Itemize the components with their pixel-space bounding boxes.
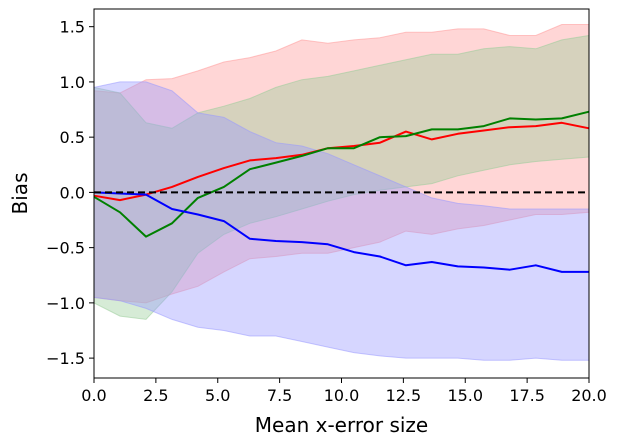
x-axis-label: Mean x-error size	[255, 413, 428, 437]
series-lines	[93, 110, 590, 273]
y-axis-ticks: −1.5 −1.0 −0.5 0.0 0.5 1.0 1.5	[46, 18, 94, 368]
y-tick-label: 1.0	[60, 73, 85, 92]
x-tick-label: 2.5	[143, 386, 168, 405]
x-tick-label: 7.5	[267, 386, 292, 405]
y-tick-label: −0.5	[46, 239, 85, 258]
x-axis-ticks: 0.0 2.5 5.0 7.5 10.0 12.5 15.0 17.5 20.0	[81, 378, 607, 405]
green-series-line	[93, 110, 590, 238]
blue-series-line	[93, 191, 589, 273]
x-tick-label: 12.5	[386, 386, 422, 405]
red-series-line	[93, 121, 590, 202]
x-tick-label: 17.5	[509, 386, 545, 405]
x-tick-label: 10.0	[324, 386, 360, 405]
y-tick-label: −1.5	[46, 349, 85, 368]
y-tick-label: 0.0	[60, 183, 85, 202]
y-axis-label: Bias	[8, 173, 32, 215]
x-tick-label: 20.0	[571, 386, 607, 405]
x-tick-label: 5.0	[205, 386, 230, 405]
x-tick-label: 15.0	[447, 386, 483, 405]
x-tick-label: 0.0	[81, 386, 106, 405]
y-tick-label: 0.5	[60, 128, 85, 147]
y-tick-label: −1.0	[46, 294, 85, 313]
y-tick-label: 1.5	[60, 18, 85, 37]
confidence-bands	[93, 24, 590, 361]
